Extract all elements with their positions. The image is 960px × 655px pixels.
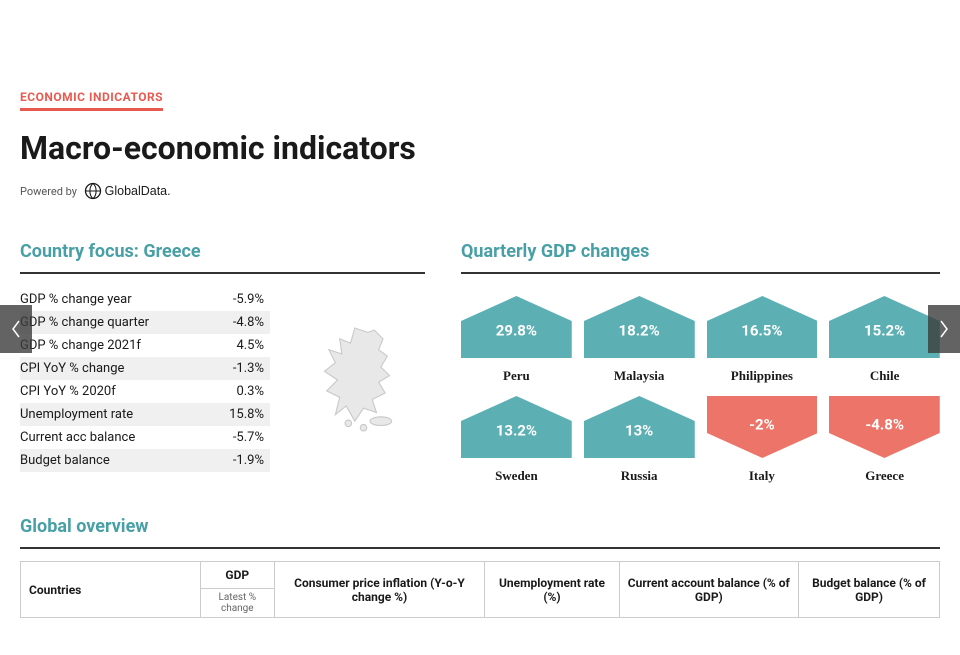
focus-row: GDP % change year -5.9% bbox=[20, 288, 270, 311]
focus-row: Current acc balance -5.7% bbox=[20, 426, 270, 449]
carousel-prev-button[interactable] bbox=[0, 305, 32, 353]
table-header-row: Countries GDP Consumer price inflation (… bbox=[21, 562, 940, 589]
focus-row: GDP % change 2021f 4.5% bbox=[20, 334, 270, 357]
focus-label: Current acc balance bbox=[20, 430, 135, 445]
gdp-value: 15.2% bbox=[829, 322, 940, 340]
gdp-shape: 13% bbox=[584, 396, 695, 458]
gdp-value: 13.2% bbox=[461, 422, 572, 440]
gdp-value: 13% bbox=[584, 422, 695, 440]
focus-label: Budget balance bbox=[20, 453, 110, 468]
svg-text:GlobalData.: GlobalData. bbox=[105, 184, 171, 198]
focus-row: Budget balance -1.9% bbox=[20, 449, 270, 472]
globaldata-logo-icon: GlobalData. bbox=[83, 181, 200, 201]
gdp-shape: -4.8% bbox=[829, 396, 940, 458]
gdp-subheader: Latest % change bbox=[201, 589, 275, 618]
gdp-country-label: Sweden bbox=[461, 468, 572, 484]
focus-row: GDP % change quarter -4.8% bbox=[20, 311, 270, 334]
col-gdp: GDP bbox=[201, 562, 275, 589]
powered-by-label: Powered by bbox=[20, 185, 77, 198]
gdp-shape: 16.5% bbox=[707, 296, 818, 358]
gdp-cell: 15.2% Chile bbox=[829, 296, 940, 384]
gdp-cell: -4.8% Greece bbox=[829, 396, 940, 484]
gdp-shape: -2% bbox=[707, 396, 818, 458]
gdp-cell: 29.8% Peru bbox=[461, 296, 572, 384]
gdp-shape: 15.2% bbox=[829, 296, 940, 358]
greece-map-icon bbox=[288, 288, 425, 472]
gdp-changes-title: Quarterly GDP changes bbox=[461, 241, 940, 274]
gdp-value: -4.8% bbox=[829, 415, 940, 433]
gdp-country-label: Chile bbox=[829, 368, 940, 384]
focus-value: 4.5% bbox=[236, 338, 264, 353]
focus-label: CPI YoY % 2020f bbox=[20, 384, 116, 399]
global-overview-title: Global overview bbox=[20, 516, 940, 549]
gdp-value: 18.2% bbox=[584, 322, 695, 340]
col-cab: Current account balance (% of GDP) bbox=[619, 562, 798, 618]
focus-value: -1.9% bbox=[233, 453, 264, 468]
page-title: Macro-economic indicators bbox=[20, 129, 940, 167]
gdp-shape: 29.8% bbox=[461, 296, 572, 358]
gdp-country-label: Italy bbox=[707, 468, 818, 484]
gdp-value: -2% bbox=[707, 415, 818, 433]
col-budget: Budget balance (% of GDP) bbox=[799, 562, 940, 618]
chevron-left-icon bbox=[10, 319, 22, 339]
gdp-value: 29.8% bbox=[461, 322, 572, 340]
focus-row: CPI YoY % 2020f 0.3% bbox=[20, 380, 270, 403]
gdp-value: 16.5% bbox=[707, 322, 818, 340]
gdp-country-label: Malaysia bbox=[584, 368, 695, 384]
country-focus-table: GDP % change year -5.9% GDP % change quar… bbox=[20, 288, 270, 472]
carousel-next-button[interactable] bbox=[928, 305, 960, 353]
gdp-shape: 18.2% bbox=[584, 296, 695, 358]
gdp-shape: 13.2% bbox=[461, 396, 572, 458]
country-focus-title: Country focus: Greece bbox=[20, 241, 425, 274]
gdp-country-label: Greece bbox=[829, 468, 940, 484]
gdp-cell: 13.2% Sweden bbox=[461, 396, 572, 484]
chevron-right-icon bbox=[938, 319, 950, 339]
country-focus-panel: Country focus: Greece GDP % change year -… bbox=[20, 241, 425, 484]
focus-value: -5.7% bbox=[233, 430, 264, 445]
focus-value: 0.3% bbox=[236, 384, 264, 399]
focus-value: -1.3% bbox=[233, 361, 264, 376]
focus-row: CPI YoY % change -1.3% bbox=[20, 357, 270, 380]
gdp-changes-panel: Quarterly GDP changes 29.8% Peru 18.2% Mala… bbox=[461, 241, 940, 484]
global-overview-panel: Global overview Countries GDP Consumer p… bbox=[20, 516, 940, 618]
gdp-country-label: Philippines bbox=[707, 368, 818, 384]
focus-label: Unemployment rate bbox=[20, 407, 133, 422]
focus-label: CPI YoY % change bbox=[20, 361, 124, 376]
col-countries: Countries bbox=[21, 562, 201, 618]
focus-label: GDP % change quarter bbox=[20, 315, 149, 330]
gdp-country-label: Peru bbox=[461, 368, 572, 384]
focus-value: 15.8% bbox=[229, 407, 264, 422]
focus-value: -5.9% bbox=[233, 292, 264, 307]
powered-by: Powered by GlobalData. bbox=[20, 181, 940, 201]
gdp-cell: 13% Russia bbox=[584, 396, 695, 484]
focus-label: GDP % change year bbox=[20, 292, 132, 307]
gdp-cell: 16.5% Philippines bbox=[707, 296, 818, 384]
gdp-cell: 18.2% Malaysia bbox=[584, 296, 695, 384]
eyebrow: ECONOMIC INDICATORS bbox=[20, 90, 163, 111]
col-unemployment: Unemployment rate (%) bbox=[485, 562, 619, 618]
gdp-country-label: Russia bbox=[584, 468, 695, 484]
gdp-cell: -2% Italy bbox=[707, 396, 818, 484]
global-overview-table: Countries GDP Consumer price inflation (… bbox=[20, 561, 940, 618]
focus-value: -4.8% bbox=[233, 315, 264, 330]
focus-row: Unemployment rate 15.8% bbox=[20, 403, 270, 426]
focus-label: GDP % change 2021f bbox=[20, 338, 141, 353]
col-cpi: Consumer price inflation (Y-o-Y change %… bbox=[274, 562, 485, 618]
